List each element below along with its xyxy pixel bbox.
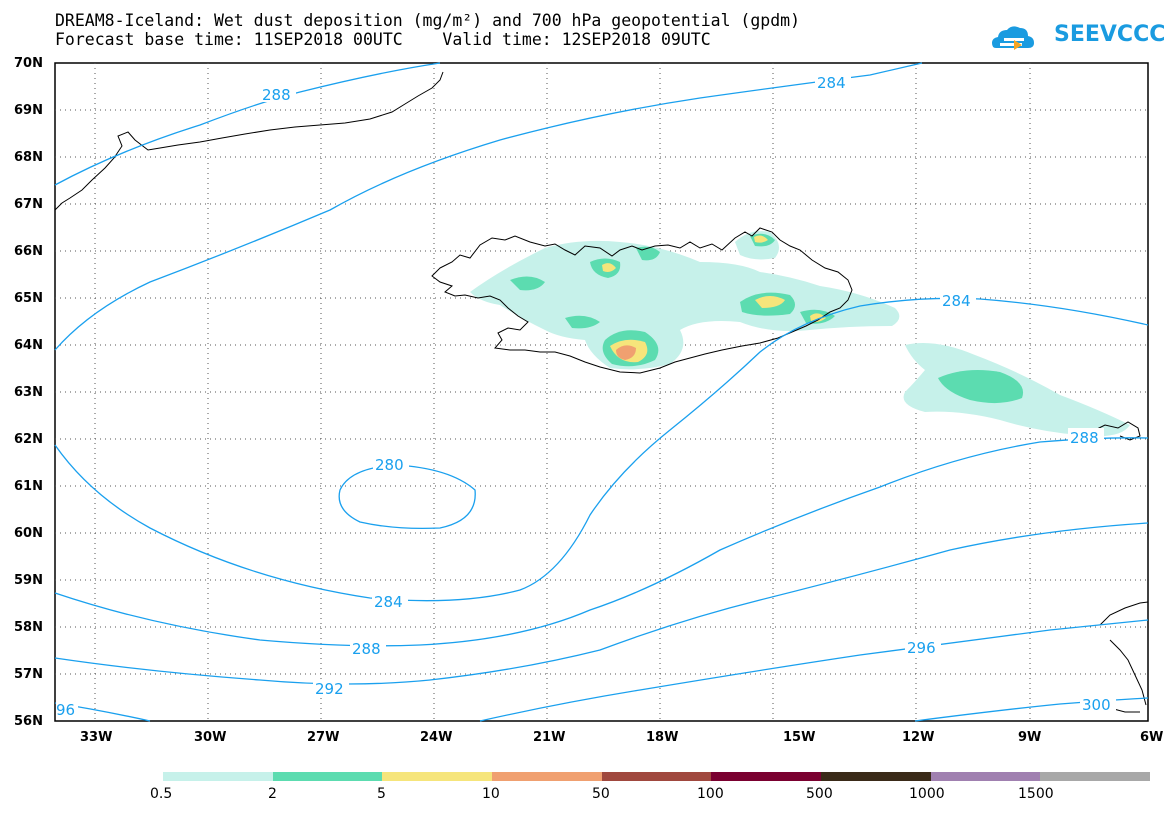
faroe-coast [1094,421,1141,441]
contour-label: 288 [1070,429,1099,447]
lon-label: 33W [80,730,113,745]
lat-label: 58N [14,620,43,635]
legend-label: 2 [268,786,277,802]
legend-label: 1500 [1018,786,1054,802]
lat-label: 56N [14,714,43,729]
contour-label: 280 [375,456,404,474]
legend-swatch-2 [382,772,493,781]
lat-label: 69N [14,103,43,118]
contour-label: 296 [907,639,936,657]
greenland-coast [54,71,444,211]
lat-label: 66N [14,244,43,259]
legend-swatch-0 [163,772,273,781]
legend-swatch-8 [1040,772,1151,781]
lon-label: 30W [194,730,227,745]
legend-label: 10 [482,786,500,802]
contour-288-north [54,62,441,186]
lat-label: 62N [14,432,43,447]
lat-label: 67N [14,197,43,212]
contour-296 [479,619,1149,722]
lat-label: 70N [14,56,43,71]
lat-label: 61N [14,479,43,494]
lon-label: 15W [783,730,816,745]
contour-label-group: 288 284 284 280 284 288 288 292 296 300 … [56,73,1116,719]
legend-swatch-5 [711,772,822,781]
lon-label: 21W [533,730,566,745]
legend-swatch-1 [272,772,383,781]
lon-label: 9W [1018,730,1042,745]
lon-label: 27W [307,730,340,745]
legend-label: 50 [592,786,610,802]
legend-swatch-3 [492,772,602,781]
contour-288-south [54,437,1149,647]
lat-label: 60N [14,526,43,541]
contour-label: 300 [1082,696,1111,714]
lon-label: 6W [1140,730,1164,745]
contour-label: 96 [56,701,75,719]
deposition-shading [470,231,1130,437]
seevccc-logo-icon [992,26,1034,50]
contour-label: 284 [817,74,846,92]
color-legend [163,772,1151,781]
lon-label: 24W [420,730,453,745]
contour-label: 288 [352,640,381,658]
legend-swatch-7 [930,772,1041,781]
lat-label: 63N [14,385,43,400]
logo-text: SEEVCCC [1054,22,1166,47]
deposition-level-1 [470,240,900,370]
title-line-1: DREAM8-Iceland: Wet dust deposition (mg/… [55,11,801,30]
legend-label: 500 [806,786,833,802]
lon-label: 18W [646,730,679,745]
deposition-level-2 [938,370,1024,404]
legend-label: 0.5 [150,786,173,802]
contour-label: 292 [315,680,344,698]
legend-swatch-4 [601,772,712,781]
legend-label: 1000 [909,786,945,802]
lat-label: 68N [14,150,43,165]
contour-280 [338,464,476,530]
legend-swatch-6 [821,772,931,781]
contour-label: 288 [262,86,291,104]
legend-label: 100 [697,786,724,802]
lon-label: 12W [902,730,935,745]
legend-label: 5 [377,786,386,802]
contour-label: 284 [374,593,403,611]
contour-300 [914,697,1149,722]
lat-label: 65N [14,291,43,306]
contour-label: 284 [942,292,971,310]
deposition-level-4 [616,345,636,360]
contour-292 [54,522,1149,685]
title-line-2: Forecast base time: 11SEP2018 00UTC Vali… [55,30,711,49]
contour-284-south [54,297,1149,602]
lat-label: 64N [14,338,43,353]
lat-label: 57N [14,667,43,682]
lat-label: 59N [14,573,43,588]
iceland-coast [431,227,853,374]
